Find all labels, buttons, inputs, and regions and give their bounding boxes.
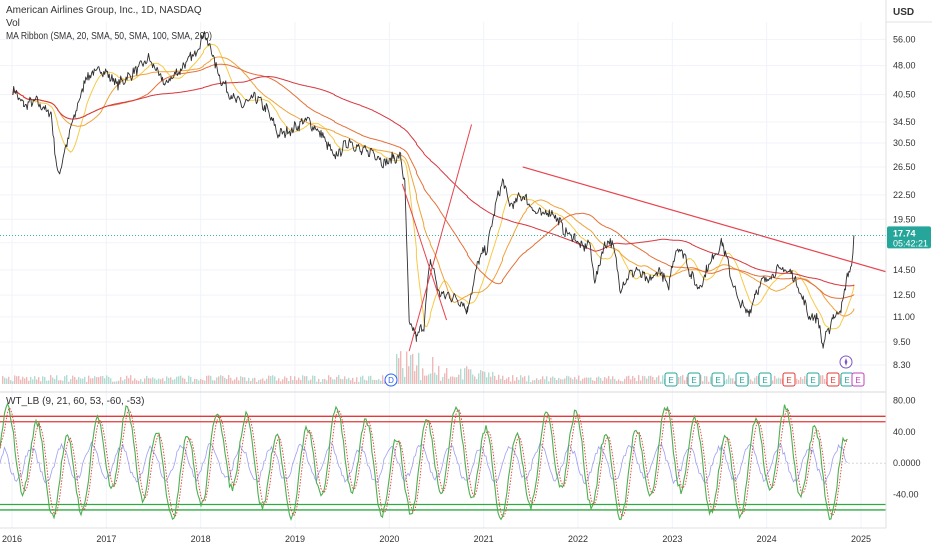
- sma50-line: [12, 56, 855, 317]
- price-tick-label: 19.50: [893, 214, 916, 224]
- earnings-marker-label: E: [668, 376, 673, 385]
- price-tick-label: 8.30: [893, 360, 911, 370]
- earnings-marker-label: E: [715, 376, 720, 385]
- oscillator-levels: [0, 415, 886, 511]
- time-axis[interactable]: 2016 2017 2018 2019 2020 2021 2022 2023 2024 2025: [2, 534, 871, 544]
- price-tick-label: 30.50: [893, 138, 916, 148]
- earnings-marker[interactable]: [826, 372, 840, 387]
- earnings-marker-label: E: [810, 376, 815, 385]
- time-tick-label: 2019: [285, 534, 305, 544]
- price-series-line: [12, 31, 855, 349]
- time-tick-label: 2017: [96, 534, 116, 544]
- earnings-marker-label: E: [786, 376, 791, 385]
- cross-trendline[interactable]: [408, 124, 473, 352]
- price-tick-label: 26.50: [893, 162, 916, 172]
- symbol-title[interactable]: American Airlines Group, Inc., 1D, NASDA…: [6, 5, 202, 16]
- price-tick-label: 14.50: [893, 265, 916, 275]
- price-tick-label: 12.50: [893, 290, 916, 300]
- earnings-marker[interactable]: [664, 372, 678, 387]
- upcoming-event-icon: [844, 358, 848, 366]
- sma20-line: [12, 43, 855, 330]
- ma-ribbon: [12, 43, 855, 330]
- ma-ribbon-legend[interactable]: MA Ribbon (SMA, 20, SMA, 50, SMA, 100, S…: [6, 31, 212, 42]
- price-tick-label: 22.50: [893, 190, 916, 200]
- earnings-marker[interactable]: [782, 372, 796, 387]
- trend-annotations: [401, 124, 900, 352]
- dividend-marker[interactable]: [384, 373, 398, 387]
- wt2-line: [0, 407, 848, 518]
- currency-label[interactable]: USD: [893, 7, 914, 18]
- time-tick-label: 2024: [757, 534, 777, 544]
- time-tick-label: 2016: [2, 534, 22, 544]
- volume-legend[interactable]: Vol: [6, 18, 20, 29]
- time-tick-label: 2020: [379, 534, 399, 544]
- last-price-tag: 17.74 05:42:21: [887, 226, 931, 249]
- earnings-marker[interactable]: [851, 372, 865, 387]
- oscillator-legend[interactable]: WT_LB (9, 21, 60, 53, -60, -53): [6, 396, 144, 407]
- earnings-marker-label: E: [762, 376, 767, 385]
- oscillator-tick-label: 40.00: [893, 427, 916, 437]
- earnings-marker[interactable]: [687, 372, 701, 387]
- price-axis-bg: [886, 0, 932, 550]
- earnings-marker[interactable]: [758, 372, 772, 387]
- earnings-marker[interactable]: [806, 372, 820, 387]
- oscillator-axis[interactable]: 80.00 40.00 0.0000 -40.00: [893, 396, 921, 500]
- dividend-marker-label: D: [388, 376, 394, 385]
- sma200-line: [12, 76, 855, 287]
- earnings-marker-label: E: [855, 376, 860, 385]
- trendline[interactable]: [522, 166, 900, 276]
- price-tick-label: 40.50: [893, 90, 916, 100]
- time-tick-label: 2023: [662, 534, 682, 544]
- price-tick-label: 56.00: [893, 34, 916, 44]
- oscillator-tick-label: 80.00: [893, 396, 916, 406]
- earnings-marker-label: E: [691, 376, 696, 385]
- time-tick-label: 2025: [851, 534, 871, 544]
- time-tick-label: 2022: [568, 534, 588, 544]
- earnings-marker-label: E: [830, 376, 835, 385]
- cross-trendline[interactable]: [401, 183, 448, 321]
- sma100-line: [12, 63, 855, 299]
- last-price-value: 17.74: [893, 228, 916, 238]
- time-tick-label: 2021: [474, 534, 494, 544]
- wt1-line: [0, 402, 848, 521]
- earnings-marker-label: E: [844, 376, 849, 385]
- price-tick-label: 34.50: [893, 117, 916, 127]
- price-tick-label: 11.00: [893, 312, 915, 322]
- oscillator-tick-label: -40.00: [893, 489, 919, 499]
- last-price-countdown: 05:42:21: [893, 238, 928, 248]
- oscillator-tick-label: 0.0000: [893, 458, 921, 468]
- price-tick-label: 9.50: [893, 337, 911, 347]
- time-axis-bg: [0, 528, 932, 550]
- price-tick-label: 48.00: [893, 61, 916, 71]
- earnings-marker-label: E: [739, 376, 744, 385]
- time-tick-label: 2018: [191, 534, 211, 544]
- earnings-marker[interactable]: [735, 372, 749, 387]
- earnings-marker[interactable]: [711, 372, 725, 387]
